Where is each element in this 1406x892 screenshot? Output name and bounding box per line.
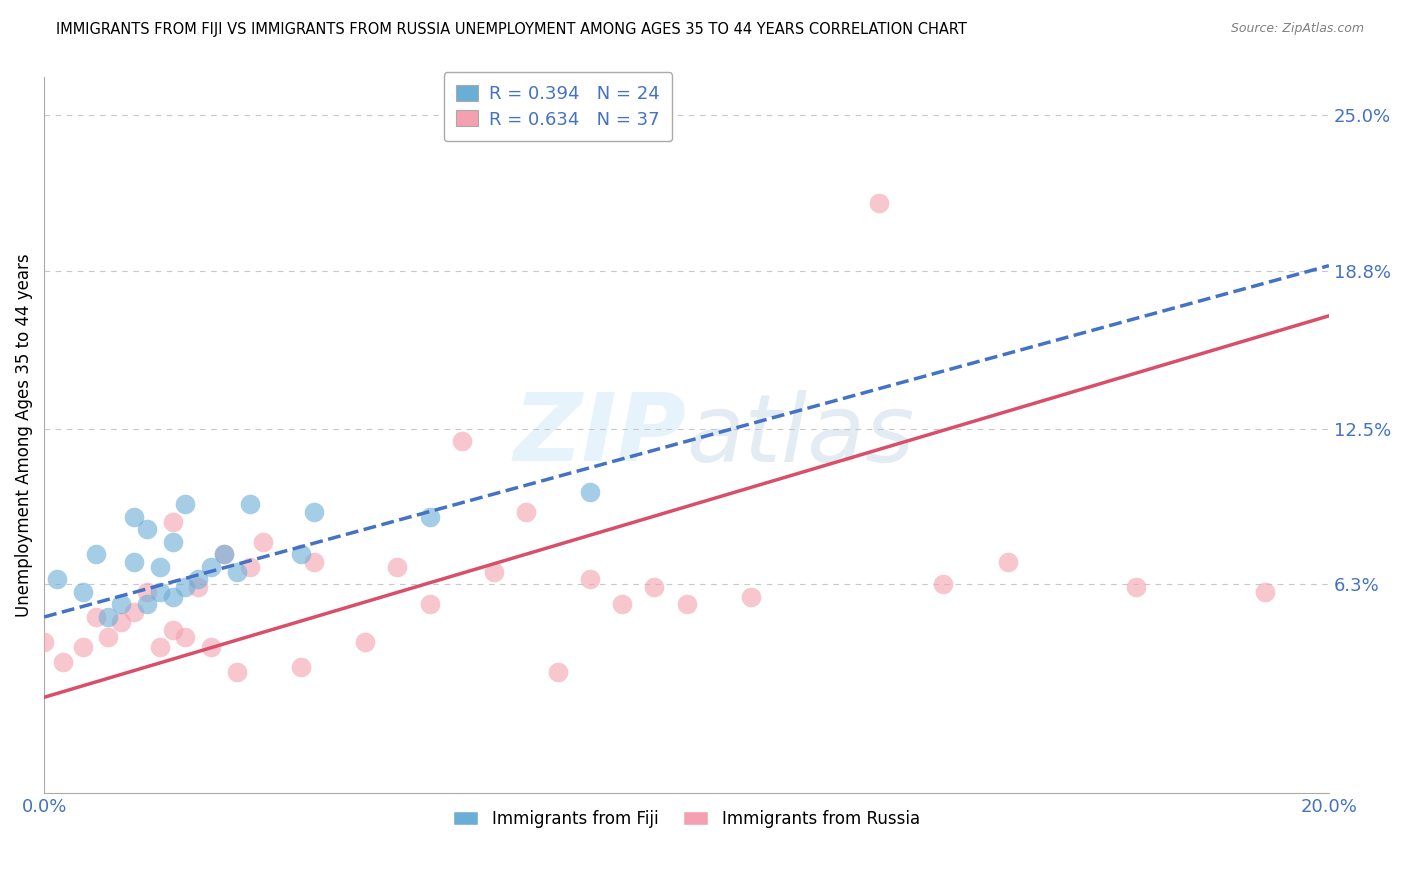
Point — [187, 572, 209, 586]
Point — [290, 660, 312, 674]
Text: atlas: atlas — [686, 390, 915, 481]
Point — [174, 580, 197, 594]
Point — [419, 598, 441, 612]
Point — [387, 559, 409, 574]
Point — [579, 484, 602, 499]
Point — [515, 505, 537, 519]
Text: ZIP: ZIP — [513, 389, 686, 481]
Point — [200, 640, 222, 654]
Point — [72, 585, 94, 599]
Point — [122, 555, 145, 569]
Point — [32, 635, 55, 649]
Point — [122, 605, 145, 619]
Point — [1253, 585, 1275, 599]
Point — [212, 547, 235, 561]
Point — [419, 509, 441, 524]
Point — [187, 580, 209, 594]
Point — [162, 515, 184, 529]
Point — [174, 630, 197, 644]
Point — [135, 598, 157, 612]
Point — [162, 534, 184, 549]
Point — [97, 610, 120, 624]
Point — [302, 555, 325, 569]
Point — [675, 598, 697, 612]
Point — [84, 610, 107, 624]
Point — [162, 623, 184, 637]
Point — [162, 590, 184, 604]
Point — [450, 434, 472, 449]
Point — [110, 598, 132, 612]
Point — [239, 559, 262, 574]
Point — [72, 640, 94, 654]
Point — [239, 497, 262, 511]
Point — [290, 547, 312, 561]
Point — [302, 505, 325, 519]
Point — [212, 547, 235, 561]
Point — [740, 590, 762, 604]
Point — [135, 522, 157, 536]
Point — [997, 555, 1019, 569]
Legend: Immigrants from Fiji, Immigrants from Russia: Immigrants from Fiji, Immigrants from Ru… — [447, 803, 927, 834]
Point — [149, 585, 172, 599]
Point — [84, 547, 107, 561]
Point — [149, 640, 172, 654]
Point — [200, 559, 222, 574]
Y-axis label: Unemployment Among Ages 35 to 44 years: Unemployment Among Ages 35 to 44 years — [15, 253, 32, 617]
Point — [122, 509, 145, 524]
Point — [932, 577, 955, 591]
Point — [135, 585, 157, 599]
Point — [252, 534, 274, 549]
Point — [1125, 580, 1147, 594]
Point — [482, 565, 505, 579]
Point — [579, 572, 602, 586]
Point — [354, 635, 377, 649]
Point — [46, 572, 69, 586]
Point — [612, 598, 634, 612]
Point — [547, 665, 569, 680]
Point — [225, 565, 247, 579]
Point — [110, 615, 132, 629]
Point — [643, 580, 665, 594]
Point — [868, 195, 890, 210]
Point — [149, 559, 172, 574]
Point — [225, 665, 247, 680]
Text: Source: ZipAtlas.com: Source: ZipAtlas.com — [1230, 22, 1364, 36]
Point — [174, 497, 197, 511]
Point — [97, 630, 120, 644]
Text: IMMIGRANTS FROM FIJI VS IMMIGRANTS FROM RUSSIA UNEMPLOYMENT AMONG AGES 35 TO 44 : IMMIGRANTS FROM FIJI VS IMMIGRANTS FROM … — [56, 22, 967, 37]
Point — [52, 655, 75, 669]
